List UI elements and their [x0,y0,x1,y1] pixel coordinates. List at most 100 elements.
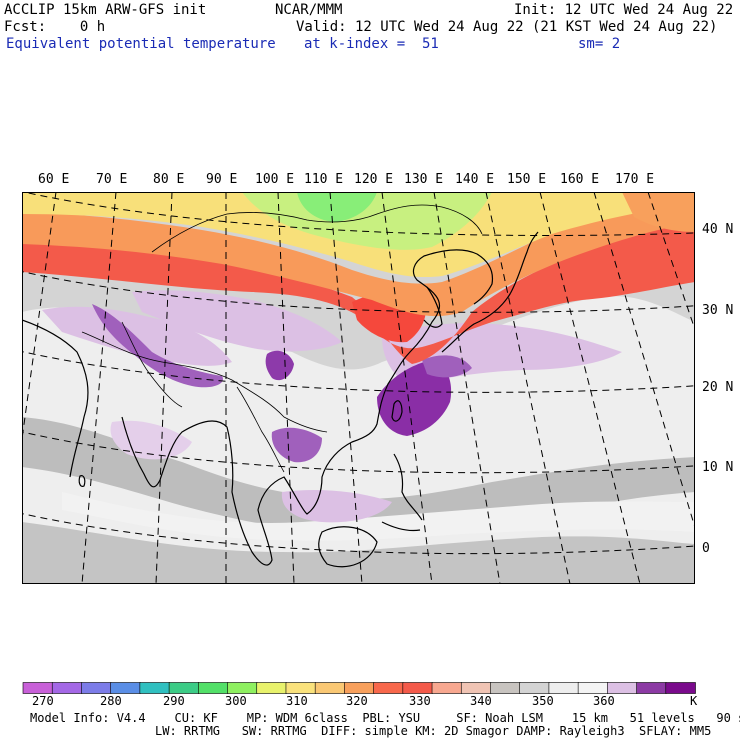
field-red-band [22,212,695,364]
border-indochina [236,386,285,473]
model-info-line2: LW: RRTMG SW: RRTMG DIFF: simple KM: 2D … [155,724,712,738]
lat-label: 10 N [702,460,734,475]
parallel-line [22,431,695,474]
lon-label: 90 E [206,172,238,187]
lon-label: 170 E [615,172,655,187]
colorbar-tick-label: 280 [100,694,122,708]
field-lilac-west [42,306,232,366]
meridian-line [485,192,571,584]
parallel-line [22,351,695,393]
field-lilac-sea [281,490,392,523]
border-china-south [81,331,328,433]
coastline-japan [441,231,539,353]
map-frame [22,192,695,584]
colorbar-swatch [139,682,170,694]
colorbar-swatch [402,682,433,694]
colorbar-swatch [227,682,258,694]
meridian-line [81,192,117,584]
field-orange-northeast [622,192,695,232]
lon-label: 120 E [354,172,394,187]
header-valid-time: Valid: 12 UTC Wed 24 Aug 22 (21 KST Wed … [296,19,718,35]
lat-label: 0 [702,541,710,556]
header-forecast-hour: Fcst: 0 h [4,19,106,35]
field-gray-band-south [22,522,695,584]
colorbar-swatch [22,682,54,694]
field-green-core [297,192,377,222]
colorbar-tick-label: 350 [532,694,554,708]
colorbar-swatch [607,682,638,694]
colorbar-tick-label: 340 [470,694,492,708]
colorbar-tick-label: 320 [346,694,368,708]
colorbar-unit: K [690,694,698,708]
lat-label: 20 N [702,380,734,395]
coastline-taiwan [391,400,403,422]
theta-e-map [22,192,695,584]
colorbar-tick-label: 290 [163,694,185,708]
political-borders [81,204,483,473]
colorbar-swatch [314,682,346,694]
lon-label: 60 E [38,172,70,187]
lon-label: 160 E [560,172,600,187]
field-violet-plateau [265,350,294,381]
colorbar-swatch [519,682,550,694]
graticule [22,192,695,584]
coastline-borneo [318,526,378,568]
lon-label: 70 E [96,172,128,187]
colorbar-swatch [577,682,609,694]
field-violet-indochina [271,427,322,463]
parallel-line [22,192,695,236]
colorbar-swatch [636,682,667,694]
header-org: NCAR/MMM [275,2,343,18]
lat-label: 30 N [702,303,734,318]
field-lilac-india [110,420,192,460]
header-level: at k-index = 51 [304,36,439,52]
field-light-south [62,492,695,541]
colorbar-tick-label: 310 [286,694,308,708]
border-india [121,321,183,408]
meridian-line [22,192,57,443]
meridian-line [277,192,295,584]
colorbar-tick-label: 300 [225,694,247,708]
colorbar-swatch [460,682,492,694]
colorbar-swatch [81,682,112,694]
coastline-sri-lanka [78,475,86,487]
colorbar-tick-label: 330 [409,694,431,708]
meridian-line [329,192,363,584]
parallel-line [22,271,695,313]
colorbar-swatch [168,682,200,694]
colorbar [22,682,696,694]
meridian-line [539,192,641,584]
colorbar-tick-label: 270 [32,694,54,708]
header-title: ACCLIP 15km ARW-GFS init [4,2,207,18]
colorbar-swatch [431,682,463,694]
colorbar-swatch [198,682,229,694]
coastline-korea [423,286,443,328]
lon-label: 140 E [455,172,495,187]
lon-label: 80 E [153,172,185,187]
model-info-line1: Model Info: V4.4 CU: KF MP: WDM 6class P… [30,711,740,725]
colorbar-swatch [110,682,141,694]
colorbar-swatch [344,682,375,694]
lon-label: 150 E [507,172,547,187]
field-gray-band [22,417,695,534]
colorbar-tick-label: 360 [593,694,615,708]
field-orange-band [22,200,695,317]
parallel-line [22,513,695,555]
header-init-time: Init: 12 UTC Wed 24 Aug 22 [514,2,734,18]
header-smoothing: sm= 2 [578,36,621,52]
meridian-line [433,192,501,584]
field-purple-core [377,360,452,436]
header-field-name: Equivalent potential temperature [6,36,276,52]
field-lilac-china [132,290,342,352]
colorbar-swatch [51,682,83,694]
coastline-philippines [381,453,423,532]
colorbar-swatch [256,682,287,694]
meridian-line [381,192,433,584]
lon-label: 100 E [255,172,295,187]
lat-label: 40 N [702,222,734,237]
lon-label: 110 E [304,172,344,187]
field-purple-east [422,355,472,378]
colorbar-swatch [665,682,696,694]
colorbar-swatch [490,682,521,694]
border-china-north [151,204,483,253]
